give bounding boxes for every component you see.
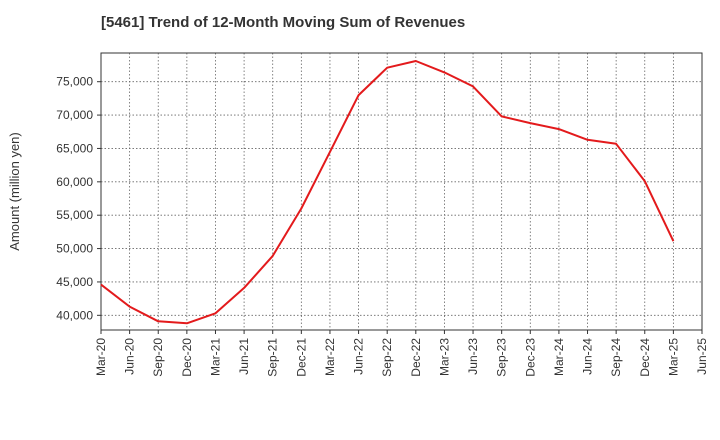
grid-lines <box>101 53 702 330</box>
x-tick-label: Jun-25 <box>695 338 709 375</box>
x-tick-label: Jun-22 <box>352 338 366 375</box>
y-tick-label: 65,000 <box>56 141 93 155</box>
x-tick-label: Mar-24 <box>552 338 566 376</box>
y-axis-ticks: 40,000 45,000 50,000 55,000 60,000 65,000 70,0… <box>56 75 101 322</box>
x-axis-ticks: Mar-20 Jun-20 Sep-20 Dec-20 Mar-21 Jun-21 Sep-… <box>94 330 709 377</box>
x-tick-label: Mar-22 <box>323 338 337 376</box>
y-tick-label: 60,000 <box>56 175 93 189</box>
x-tick-label: Mar-20 <box>94 338 108 376</box>
x-tick-label: Dec-20 <box>180 338 194 377</box>
x-tick-label: Dec-21 <box>294 338 308 377</box>
y-tick-label: 75,000 <box>56 75 93 89</box>
y-tick-label: 45,000 <box>56 275 93 289</box>
x-tick-label: Mar-25 <box>666 338 680 376</box>
plot-area-frame <box>100 52 703 331</box>
series-group <box>100 60 675 325</box>
x-tick-label: Jun-20 <box>123 338 137 375</box>
y-axis-label: Amount (million yen) <box>7 132 22 251</box>
x-tick-label: Sep-21 <box>266 338 280 377</box>
x-tick-label: Sep-24 <box>609 338 623 377</box>
chart-title: [5461] Trend of 12-Month Moving Sum of R… <box>101 14 466 31</box>
x-tick-label: Sep-20 <box>151 338 165 377</box>
x-tick-label: Jun-24 <box>581 338 595 375</box>
x-tick-label: Dec-24 <box>638 338 652 377</box>
x-tick-label: Jun-23 <box>466 338 480 375</box>
x-tick-label: Mar-23 <box>437 338 451 376</box>
y-tick-label: 50,000 <box>56 242 93 256</box>
x-tick-label: Dec-22 <box>409 338 423 377</box>
x-tick-label: Dec-23 <box>523 338 537 377</box>
series-line <box>100 60 675 325</box>
x-tick-label: Jun-21 <box>237 338 251 375</box>
x-tick-label: Mar-21 <box>208 338 222 376</box>
x-tick-label: Sep-22 <box>380 338 394 377</box>
x-tick-label: Sep-23 <box>495 338 509 377</box>
y-tick-label: 55,000 <box>56 208 93 222</box>
y-tick-label: 40,000 <box>56 308 93 322</box>
y-tick-label: 70,000 <box>56 108 93 122</box>
